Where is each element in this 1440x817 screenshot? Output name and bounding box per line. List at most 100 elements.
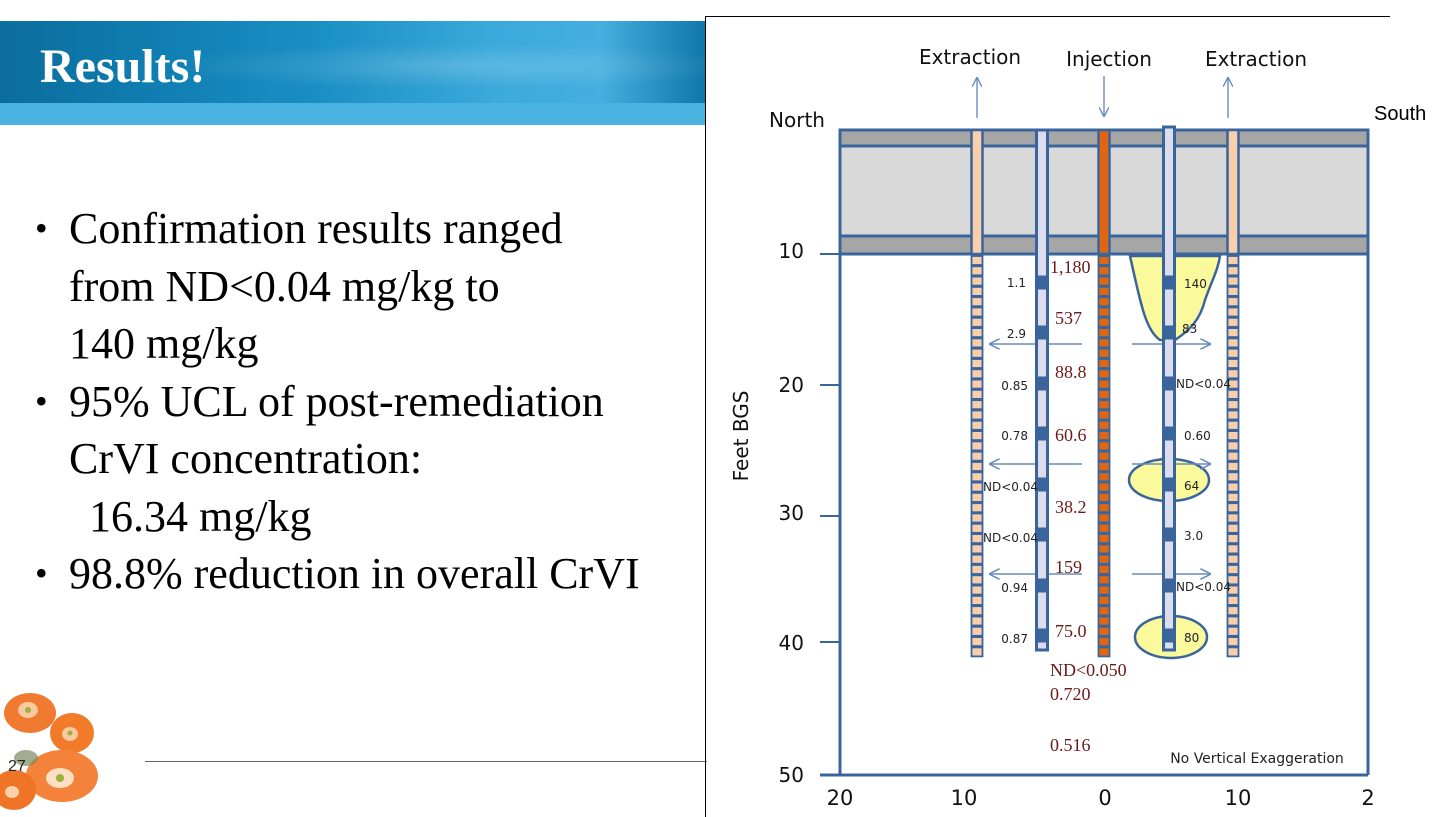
- injection-well-screen-segment: [1097, 471, 1111, 483]
- injection-well-screen-segment: [1097, 605, 1111, 617]
- extraction-well-right-screen-segment: [1226, 553, 1240, 565]
- injection-well-screen-segment: [1097, 255, 1111, 266]
- injection-well-screen-segment: [1097, 378, 1111, 390]
- right-monitor-value: ND<0.04: [1176, 580, 1231, 594]
- injection-well-screen-segment: [1097, 409, 1111, 421]
- left-monitor-value: 2.9: [1007, 327, 1026, 341]
- y-tick-label: 30: [779, 501, 804, 525]
- right-monitor-value: 64: [1184, 479, 1199, 493]
- right-monitor-value: 80: [1184, 631, 1199, 645]
- extraction-well-left-screen-segment: [970, 419, 984, 431]
- injection-well-screen-segment: [1097, 502, 1111, 514]
- injection-value: 88.8: [1055, 362, 1087, 382]
- injection-well-screen-segment: [1097, 625, 1111, 637]
- injection-well-screen-segment: [1097, 564, 1111, 575]
- extraction-well-right-screen-segment: [1226, 358, 1240, 369]
- left-monitor-value: ND<0.04: [983, 531, 1038, 545]
- extraction-well-right-screen-segment: [1226, 275, 1240, 287]
- bullet-dot-icon: •: [35, 208, 48, 248]
- injection-well-screen-segment: [1097, 512, 1111, 524]
- bullet-line: 140 mg/kg: [69, 319, 259, 368]
- left-monitor-value: 1.1: [1007, 276, 1026, 290]
- extraction-well-right-screen-segment: [1226, 646, 1240, 658]
- extraction-well-right-screen-segment: [1226, 625, 1240, 637]
- monitor-well-right-sample-point: [1162, 628, 1176, 643]
- injection-value: 75.0: [1055, 621, 1087, 641]
- injection-well-screen-segment: [1097, 316, 1111, 328]
- injection-well-screen-segment: [1097, 584, 1111, 596]
- extraction-well-left-screen-segment: [970, 584, 984, 596]
- extraction-well-left-screen-segment: [970, 564, 984, 575]
- extraction-well-left-screen-segment: [970, 399, 984, 411]
- extraction-well-left-screen-segment: [970, 296, 984, 308]
- extraction-well-right-screen-segment: [1226, 265, 1240, 277]
- left-monitor-value: 0.94: [1001, 581, 1028, 595]
- extraction-well-left-screen-segment: [970, 605, 984, 617]
- bullet-dot-icon: •: [35, 553, 48, 593]
- right-monitor-value: ND<0.04: [1176, 377, 1231, 391]
- extraction-well-right-screen-segment: [1226, 491, 1240, 503]
- injection-well-screen-segment: [1097, 388, 1111, 400]
- extraction-well-right-screen-segment: [1226, 595, 1240, 606]
- left-monitor-value: 0.85: [1001, 379, 1028, 393]
- extraction-well-left-screen-segment: [970, 265, 984, 277]
- extraction-well-left-casing: [970, 128, 984, 256]
- monitor-well-left-sample-point: [1035, 578, 1049, 593]
- extraction-well-left-screen-segment: [970, 543, 984, 555]
- extraction-well-right-screen-segment: [1226, 636, 1240, 647]
- bullet-line: 95% UCL of post-remediation: [69, 376, 604, 426]
- extraction-well-right-screen-segment: [1226, 327, 1240, 339]
- bullet-line: Confirmation results ranged: [69, 204, 563, 253]
- injection-well-screen-segment: [1097, 553, 1111, 565]
- extraction-well-right-screen-segment: [1226, 419, 1240, 431]
- extraction-well-left-screen-segment: [970, 595, 984, 606]
- extraction-well-left-screen-segment: [970, 625, 984, 637]
- cactus-flower-image: [0, 693, 98, 810]
- injection-value: 159: [1055, 557, 1082, 577]
- extraction-well-right-screen-segment: [1226, 522, 1240, 534]
- extraction-well-left-screen-segment: [970, 646, 984, 658]
- injection-well-screen-segment: [1097, 419, 1111, 431]
- monitor-well-left-sample-point: [1035, 628, 1049, 643]
- extraction-well-left-screen-segment: [970, 275, 984, 287]
- extraction-well-right-screen-segment: [1226, 533, 1240, 544]
- extraction-well-left-screen-segment: [970, 461, 984, 472]
- y-axis-label: Feet BGS: [729, 391, 753, 482]
- injection-well-casing: [1097, 128, 1111, 256]
- injection-well-screen-segment: [1097, 461, 1111, 472]
- monitor-well-right-sample-point: [1162, 477, 1176, 492]
- extraction-left-label: Extraction: [919, 45, 1021, 69]
- injection-well-screen-segment: [1097, 327, 1111, 339]
- monitor-well-right-sample-point: [1162, 275, 1176, 290]
- north-label: North: [769, 108, 825, 132]
- injection-well-screen-segment: [1097, 285, 1111, 297]
- extraction-well-right-screen-segment: [1226, 296, 1240, 308]
- x-tick-label: 20: [827, 786, 854, 810]
- extraction-well-left-screen-segment: [970, 306, 984, 318]
- injection-label: Injection: [1066, 47, 1152, 71]
- flower-icon: [0, 693, 98, 810]
- extraction-well-left-screen-segment: [970, 430, 984, 442]
- extraction-well-right-screen-segment: [1226, 543, 1240, 555]
- extraction-well-right-screen-segment: [1226, 316, 1240, 328]
- right-monitor-value: 3.0: [1184, 529, 1203, 543]
- right-monitor-value: 83: [1182, 322, 1197, 336]
- extraction-well-left-screen-segment: [970, 337, 984, 349]
- right-monitor-value: 140: [1184, 277, 1207, 291]
- extraction-well-left-screen-segment: [970, 615, 984, 627]
- injection-well-screen-segment: [1097, 615, 1111, 627]
- south-label: South: [1374, 103, 1427, 125]
- scale-note: No Vertical Exaggeration: [1170, 751, 1344, 767]
- monitor-well-left-sample-point: [1035, 376, 1049, 391]
- bullet-dot-icon: •: [35, 380, 48, 421]
- extraction-well-left-screen-segment: [970, 481, 984, 493]
- extraction-well-left-screen-segment: [970, 368, 984, 380]
- extraction-well-right-screen-segment: [1226, 502, 1240, 514]
- monitor-well-right-sample-point: [1162, 325, 1176, 340]
- injection-value: 1,180: [1050, 257, 1091, 277]
- bullet-line: 16.34 mg/kg: [89, 491, 312, 541]
- bullet-line: from ND<0.04 mg/kg to: [69, 261, 500, 311]
- bullet-line: 98.8% reduction in overall CrVI: [69, 549, 640, 598]
- extraction-well-right-screen-segment: [1226, 481, 1240, 493]
